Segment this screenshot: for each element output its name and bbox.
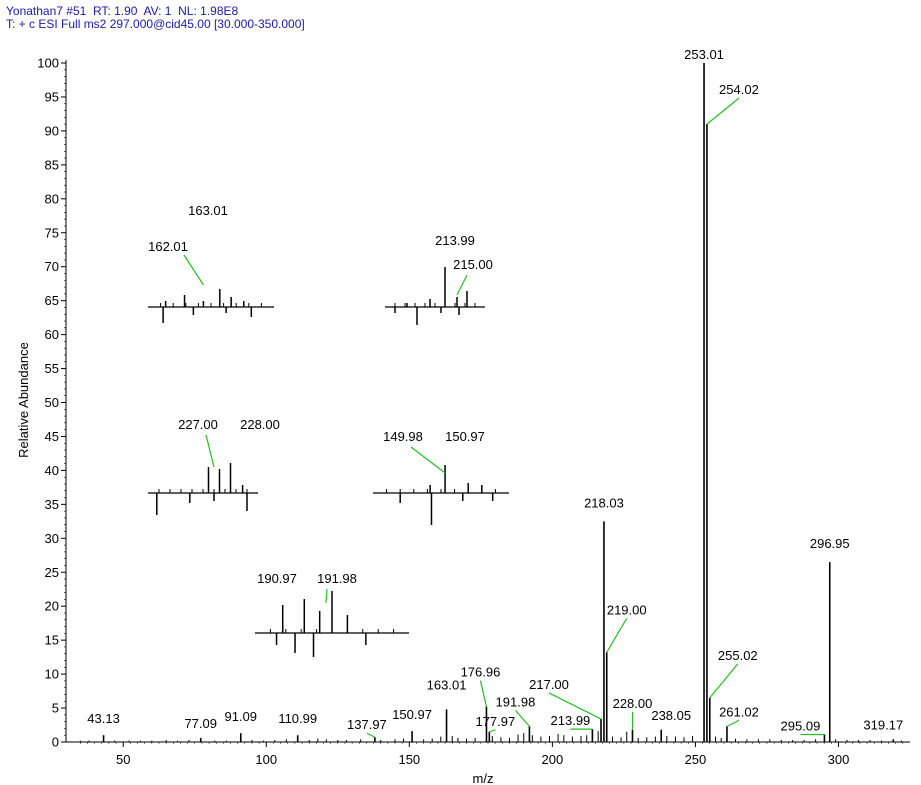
y-tick-label: 25 — [45, 565, 59, 580]
peak-label: 217.00 — [529, 677, 569, 692]
y-tick-label: 15 — [45, 633, 59, 648]
isotope-inset: 190.97 191.98 — [255, 571, 409, 657]
y-tick-label: 55 — [45, 361, 59, 376]
peak-label: 150.97 — [392, 707, 432, 722]
y-tick-label: 45 — [45, 429, 59, 444]
y-tick-label: 65 — [45, 293, 59, 308]
peak-label: 191.98 — [496, 694, 536, 709]
y-tick-label: 95 — [45, 89, 59, 104]
y-tick-label: 30 — [45, 531, 59, 546]
inset-label: 213.99 — [435, 233, 475, 248]
y-tick-label: 100 — [37, 56, 59, 71]
inset-label: 149.98 — [383, 429, 423, 444]
inset-leader — [410, 446, 446, 474]
peak-label: 91.09 — [225, 709, 258, 724]
y-tick-label: 85 — [45, 157, 59, 172]
inset-label: 162.01 — [148, 239, 188, 254]
isotope-inset: 163.01 162.01 — [148, 203, 274, 323]
y-tick-label: 35 — [45, 497, 59, 512]
inset-label: 228.00 — [240, 417, 280, 432]
minor-peaks — [79, 731, 902, 742]
x-axis-title: m/z — [473, 771, 494, 785]
inset-label: 215.00 — [453, 257, 493, 272]
peak-label: 238.05 — [651, 708, 691, 723]
peak-label: 296.95 — [810, 536, 850, 551]
scan-header-line-2: T: + c ESI Full ms2 297.000@cid45.00 [30… — [6, 17, 305, 31]
label-leader — [606, 618, 628, 653]
y-tick-label: 90 — [45, 123, 59, 138]
x-tick-label: 250 — [685, 752, 707, 767]
y-tick-label: 50 — [45, 395, 59, 410]
label-leader — [479, 680, 488, 707]
label-leader — [726, 719, 740, 727]
peak-labels: 43.13 77.09 91.09 110.99 137.97150.97163.011… — [87, 47, 903, 734]
y-tick-label: 75 — [45, 225, 59, 240]
y-tick-label: 60 — [45, 327, 59, 342]
axes: 0 5 10 15 20 25 30 35 40 45 50 55 60 65 70 75 80 85 90 95 10… — [37, 56, 910, 767]
x-tick-label: 50 — [116, 752, 130, 767]
x-tick-label: 300 — [828, 752, 850, 767]
y-tick-label: 0 — [52, 735, 59, 750]
label-leader — [514, 709, 530, 727]
inset-label: 191.98 — [317, 571, 357, 586]
inset-leader — [205, 434, 215, 468]
isotope-inset: 213.99 215.00 — [385, 233, 493, 325]
peak-label: 177.97 — [475, 714, 515, 729]
label-leader — [706, 97, 740, 125]
inset-leader — [456, 274, 468, 296]
peak-label: 137.97 — [347, 717, 387, 732]
inset-leader — [325, 588, 328, 604]
label-leader — [548, 692, 602, 720]
peak-label: 43.13 — [87, 711, 120, 726]
inset-label: 163.01 — [188, 203, 228, 218]
inset-leader — [183, 254, 204, 286]
peak-label: 77.09 — [184, 716, 217, 731]
y-tick-label: 10 — [45, 667, 59, 682]
y-tick-label: 80 — [45, 191, 59, 206]
label-leader — [366, 732, 376, 738]
peak-label: 163.01 — [427, 677, 467, 692]
label-leaders — [366, 97, 825, 738]
y-tick-label: 20 — [45, 599, 59, 614]
inset-label: 227.00 — [178, 417, 218, 432]
peak-label: 261.02 — [719, 704, 759, 719]
peak-label: 176.96 — [461, 665, 501, 680]
peak-label: 295.09 — [781, 719, 821, 734]
inset-label: 150.97 — [445, 429, 485, 444]
y-axis-title: Relative Abundance — [16, 342, 31, 458]
scan-header-line-1: Yonathan7 #51 RT: 1.90 AV: 1 NL: 1.98E8 — [6, 4, 239, 18]
x-tick-label: 200 — [542, 752, 564, 767]
y-tick-label: 70 — [45, 259, 59, 274]
label-leader — [489, 729, 496, 733]
y-tick-label: 5 — [52, 701, 59, 716]
isotope-insets: 163.01 162.01 213.99 215.00 227.00 228.00 149.… — [148, 203, 509, 657]
inset-label: 190.97 — [257, 571, 297, 586]
x-tick-label: 150 — [398, 752, 420, 767]
peak-label: 110.99 — [278, 711, 317, 726]
peak-label: 253.01 — [684, 47, 724, 62]
peaks — [102, 63, 895, 742]
peak-label: 319.17 — [863, 717, 903, 732]
x-tick-label: 100 — [255, 752, 277, 767]
peak-label: 228.00 — [613, 696, 653, 711]
label-leader — [709, 663, 739, 699]
peak-label: 218.03 — [584, 495, 624, 510]
peak-label: 219.00 — [607, 602, 647, 617]
isotope-inset: 149.98 150.97 — [373, 429, 509, 525]
peak-label: 255.02 — [718, 648, 758, 663]
peak-label: 213.99 — [551, 713, 591, 728]
peak-label: 254.02 — [719, 82, 759, 97]
y-tick-label: 40 — [45, 463, 59, 478]
isotope-inset: 227.00 228.00 — [148, 417, 280, 515]
